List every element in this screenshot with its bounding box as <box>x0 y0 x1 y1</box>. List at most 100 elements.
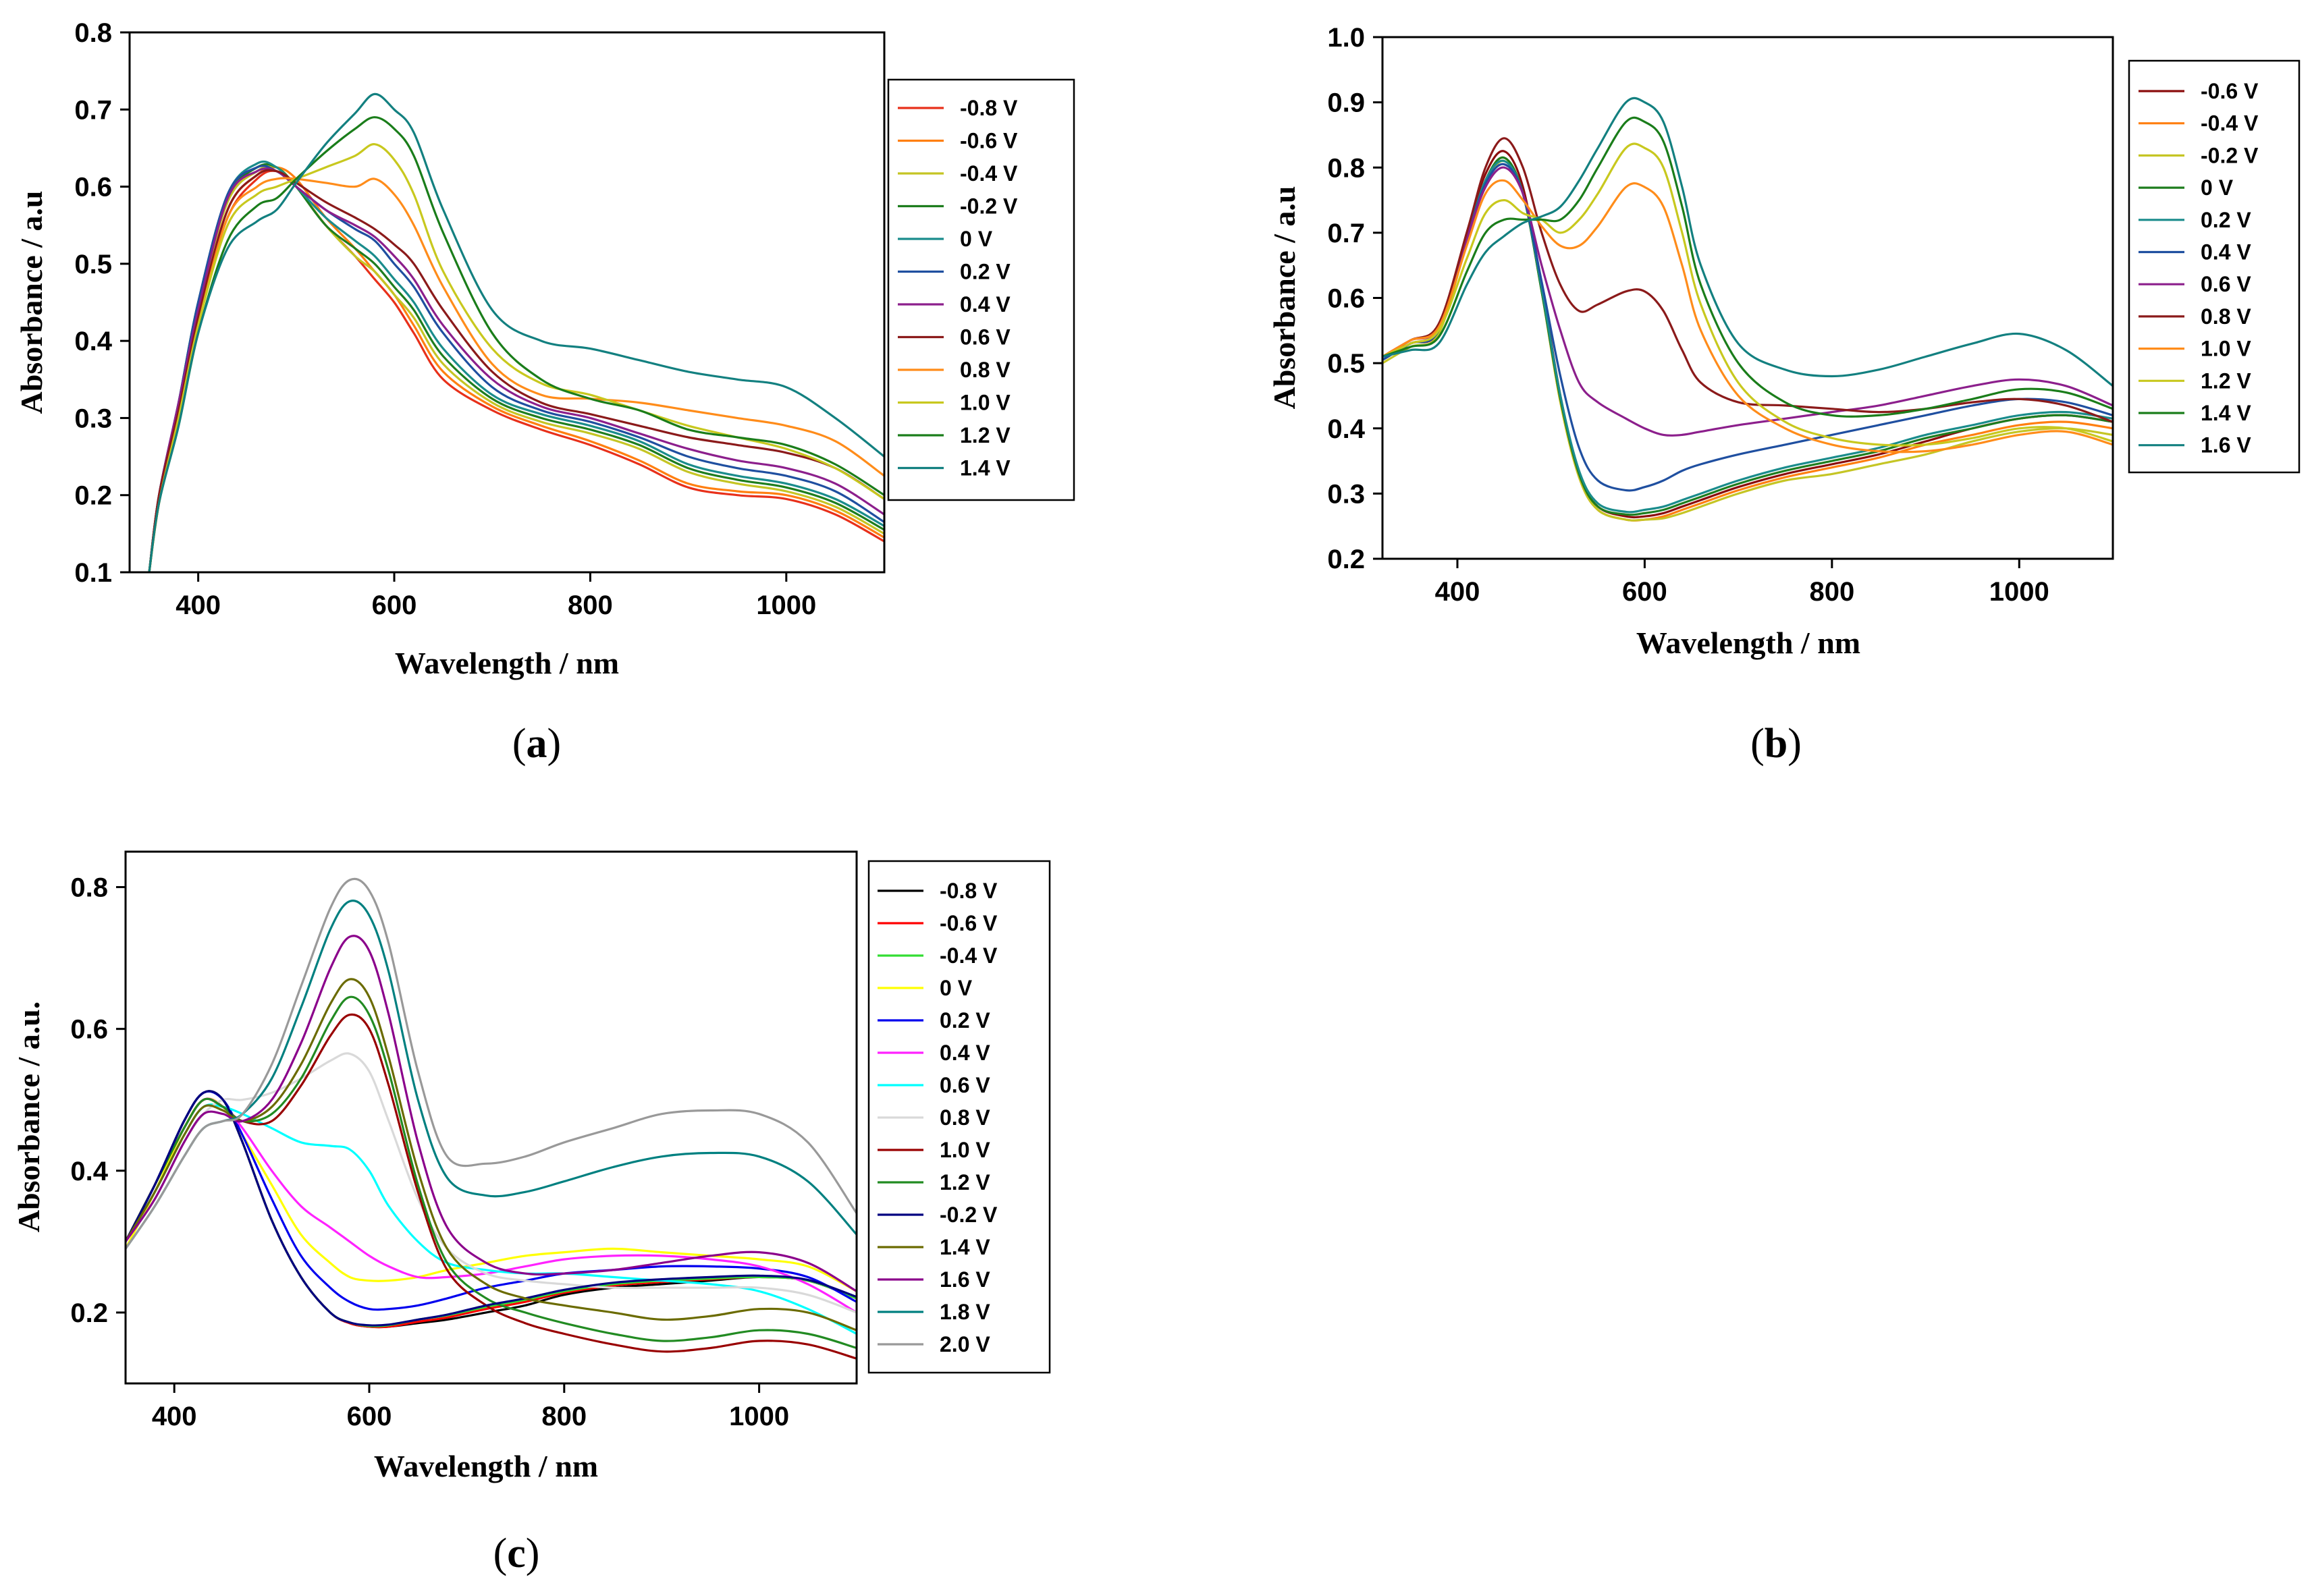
chart-b-x-tick-label-0: 400 <box>1435 577 1480 607</box>
chart-a-legend-label-4: 0 V <box>960 227 993 251</box>
chart-b-panel-label: (b) <box>1750 721 1802 767</box>
chart-c-plot-frame <box>124 850 858 1385</box>
chart-c-legend-label-4: 0.2 V <box>940 1008 990 1033</box>
chart-b-series-line-4 <box>1382 159 2113 514</box>
chart-b-legend-label-5: 0.4 V <box>2201 240 2251 265</box>
chart-c-ticks: 400 600 800 1000 0.2 0.4 0.6 0.8 <box>70 873 789 1431</box>
chart-c-series-line-9 <box>126 995 857 1350</box>
chart-c-legend-label-3: 0 V <box>940 976 973 1000</box>
chart-c-y-tick-label-1: 0.4 <box>70 1157 108 1186</box>
chart-a-y-tick-label-2: 0.3 <box>74 404 112 433</box>
chart-c-panel-letter: c <box>507 1531 526 1576</box>
chart-a-panel-label: (a) <box>512 721 561 767</box>
chart-a-series-line-9 <box>148 143 884 572</box>
chart-a-x-tick-label-3: 1000 <box>756 590 816 620</box>
chart-a-plot-frame <box>128 31 886 574</box>
chart-a-panel-letter: a <box>527 721 547 767</box>
chart-b-legend-label-8: 1.0 V <box>2201 337 2251 361</box>
chart-b-legend-label-11: 1.6 V <box>2201 433 2251 458</box>
chart-a-legend-box <box>887 78 1075 501</box>
chart-c-x-tick-label-1: 600 <box>347 1402 392 1431</box>
chart-b-y-tick-label-5: 0.7 <box>1327 219 1365 248</box>
chart-b-legend-label-4: 0.2 V <box>2201 208 2251 232</box>
chart-a-legend-label-5: 0.2 V <box>960 260 1011 284</box>
chart-a-y-tick-label-7: 0.8 <box>74 18 112 48</box>
chart-b-y-tick-label-7: 0.9 <box>1327 88 1365 118</box>
chart-a-legend-label-11: 1.4 V <box>960 456 1011 480</box>
chart-c-y-tick-label-3: 0.8 <box>70 873 108 903</box>
chart-c-legend-label-5: 0.4 V <box>940 1041 990 1065</box>
chart-b-legend-label-10: 1.4 V <box>2201 401 2251 425</box>
chart-b-x-axis-title: Wavelength / nm <box>1636 626 1860 660</box>
chart-c-legend-label-7: 0.8 V <box>940 1105 990 1130</box>
chart-b-y-axis-title: Absorbance / a.u <box>1267 186 1301 410</box>
chart-a-y-tick-label-1: 0.2 <box>74 481 112 511</box>
chart-b-ticks: 400 600 800 1000 0.2 0.3 0.4 0.5 0.6 0.7 0.8 0.9 1.0 <box>1327 23 2049 607</box>
chart-c-legend-label-9: 1.2 V <box>940 1170 990 1194</box>
chart-b-series-line-9 <box>1382 142 2113 447</box>
chart-c-y-axis-title: Absorbance / a.u. <box>11 1001 46 1232</box>
chart-a-legend-label-8: 0.8 V <box>960 358 1011 382</box>
chart-c-series-line-10 <box>126 1090 857 1327</box>
chart-c-legend-label-8: 1.0 V <box>940 1138 990 1162</box>
chart-c-legend-label-2: -0.4 V <box>940 943 998 968</box>
chart-a-legend-label-2: -0.4 V <box>960 161 1018 186</box>
chart-c-lines <box>126 877 857 1360</box>
chart-c-x-axis-title: Wavelength / nm <box>374 1449 598 1483</box>
chart-a-ticks: 400 600 800 1000 0.1 0.2 0.3 0.4 0.5 0.6 0.7 0.8 <box>74 18 816 620</box>
chart-c-series-line-11 <box>126 978 857 1331</box>
chart-a-legend-label-6: 0.4 V <box>960 292 1011 317</box>
chart-b-series-line-6 <box>1382 166 2113 437</box>
chart-c-legend-label-0: -0.8 V <box>940 879 998 903</box>
chart-a-legend-label-10: 1.2 V <box>960 423 1011 447</box>
chart-c-legend-label-1: -0.6 V <box>940 911 998 935</box>
chart-c-series-line-12 <box>126 935 857 1292</box>
chart-b-series-line-10 <box>1382 116 2113 418</box>
chart-a-legend-label-0: -0.8 V <box>960 96 1018 120</box>
chart-b-legend: -0.6 V -0.4 V -0.2 V 0 V 0.2 V 0.4 V 0.6 V 0.8 … <box>2139 79 2259 458</box>
chart-b-legend-label-3: 0 V <box>2201 175 2234 200</box>
chart-c-y-tick-label-0: 0.2 <box>70 1298 108 1328</box>
chart-a-series-line-5 <box>148 165 884 572</box>
chart-a-legend: -0.8 V -0.6 V -0.4 V -0.2 V 0 V 0.2 V 0.4 V 0.6… <box>898 96 1018 480</box>
chart-a-y-tick-label-6: 0.7 <box>74 95 112 125</box>
chart-b-x-tick-label-1: 600 <box>1622 577 1667 607</box>
chart-a-x-axis-title: Wavelength / nm <box>395 646 619 680</box>
chart-a-series-line-11 <box>148 92 884 572</box>
chart-a-lines <box>148 92 884 572</box>
chart-b-series-line-0 <box>1382 150 2113 519</box>
chart-a-x-tick-label-1: 600 <box>372 590 417 620</box>
chart-a: 400 600 800 1000 0.1 0.2 0.3 0.4 0.5 0.6 0.7 0.8 Wa… <box>14 18 1075 767</box>
chart-c-y-tick-label-2: 0.6 <box>70 1015 108 1045</box>
chart-a-legend-label-7: 0.6 V <box>960 325 1011 350</box>
chart-c-legend-label-13: 1.8 V <box>940 1300 990 1324</box>
chart-a-y-tick-label-0: 0.1 <box>74 558 112 588</box>
chart-b-legend-label-9: 1.2 V <box>2201 368 2251 393</box>
chart-c-legend-label-6: 0.6 V <box>940 1073 990 1097</box>
chart-c-legend-label-14: 2.0 V <box>940 1332 990 1356</box>
chart-a-y-tick-label-4: 0.5 <box>74 250 112 279</box>
chart-a-series-line-7 <box>148 169 884 572</box>
chart-a-x-tick-label-0: 400 <box>176 590 221 620</box>
chart-a-series-line-6 <box>148 167 884 572</box>
chart-b-y-tick-label-6: 0.8 <box>1327 153 1365 183</box>
chart-b-legend-label-1: -0.4 V <box>2201 111 2259 136</box>
chart-b: 400 600 800 1000 0.2 0.3 0.4 0.5 0.6 0.7 0.8 0.9 1.0… <box>1267 23 2301 767</box>
chart-b-legend-label-6: 0.6 V <box>2201 272 2251 296</box>
chart-c-legend-label-12: 1.6 V <box>940 1267 990 1292</box>
chart-c-legend-label-11: 1.4 V <box>940 1235 990 1259</box>
chart-c-panel-label: (c) <box>493 1531 540 1576</box>
chart-c-series-line-14 <box>126 877 857 1250</box>
chart-b-y-tick-label-8: 1.0 <box>1327 23 1365 53</box>
chart-a-x-tick-label-2: 800 <box>568 590 613 620</box>
chart-a-legend-label-1: -0.6 V <box>960 129 1018 153</box>
chart-b-x-tick-label-3: 1000 <box>1989 577 2049 607</box>
chart-a-legend-label-9: 1.0 V <box>960 391 1011 415</box>
chart-b-legend-box <box>2128 59 2301 474</box>
chart-c-legend-label-10: -0.2 V <box>940 1203 998 1227</box>
chart-a-legend-label-3: -0.2 V <box>960 194 1018 219</box>
chart-b-y-tick-label-2: 0.4 <box>1327 414 1365 444</box>
chart-b-legend-label-0: -0.6 V <box>2201 79 2259 103</box>
